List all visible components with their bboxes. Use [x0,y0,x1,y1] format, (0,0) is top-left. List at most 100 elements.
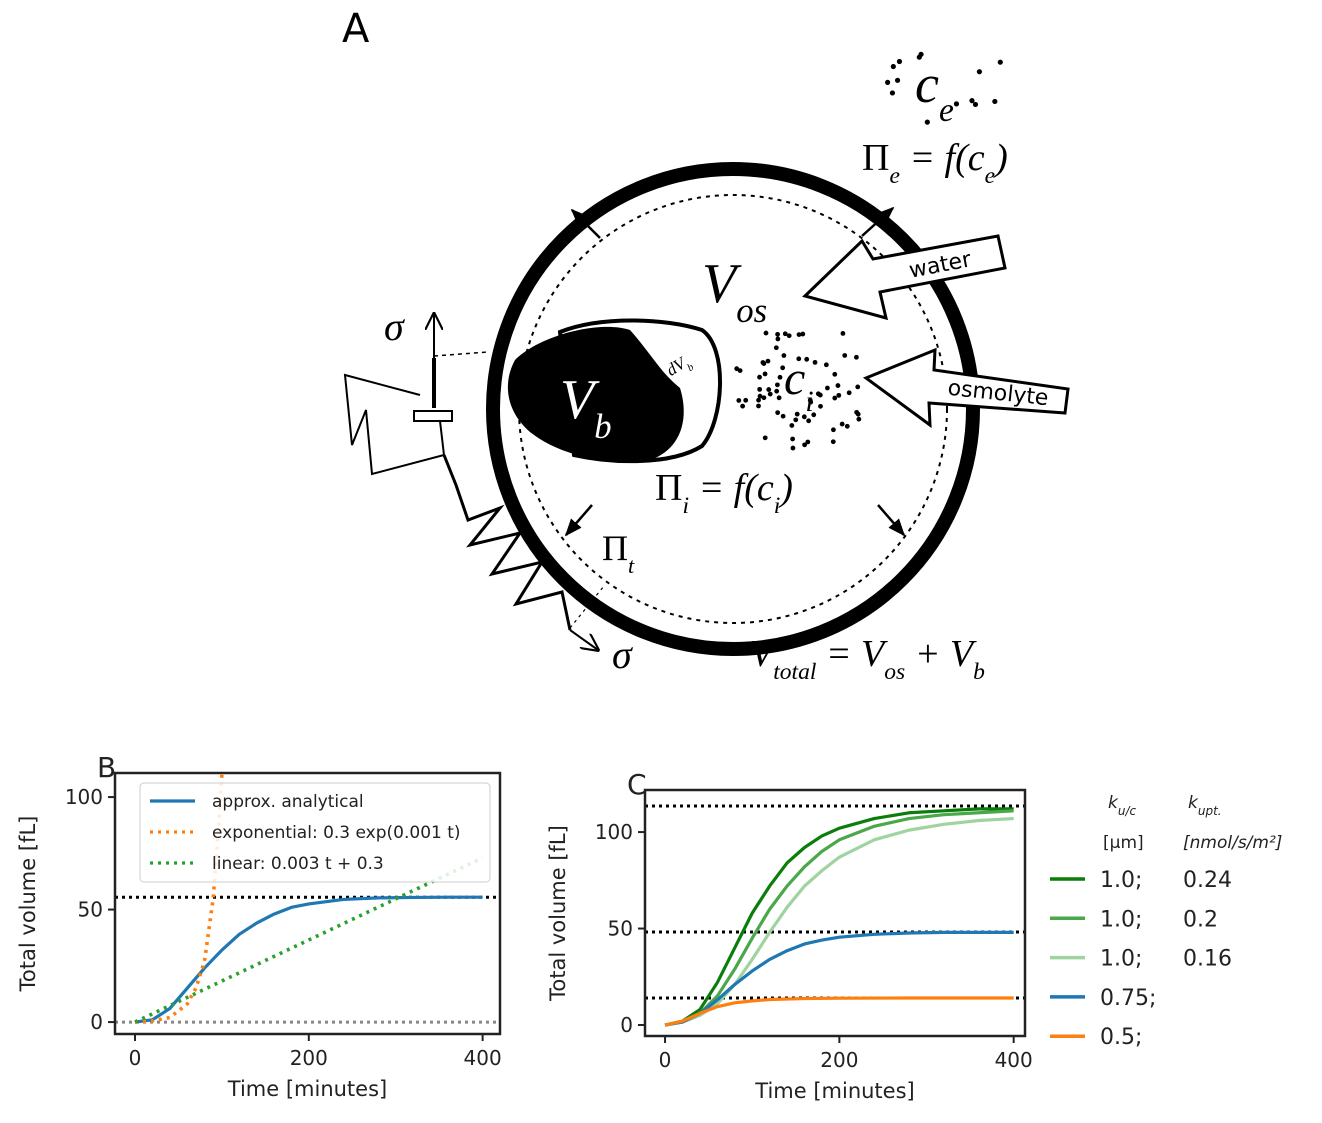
dot [775,410,781,416]
x-axis-label: Time [minutes] [227,1077,387,1101]
dot [782,331,788,337]
dot [775,336,781,342]
series-line [664,996,1014,1027]
dot [976,69,983,75]
dot [777,374,783,380]
y-tick-label: 0 [90,1010,103,1034]
dot [953,101,960,107]
dot [844,423,850,429]
series-line [664,809,1014,1027]
dot [807,397,813,403]
dot [786,333,792,339]
plot-area [115,774,500,1024]
text: Π [602,528,628,568]
legend-unit: [nmol/s/m²] [1183,833,1282,853]
dot [781,353,787,358]
dot [740,403,746,409]
legend-header: kupt. [1188,793,1222,818]
y-tick-label: 0 [620,1013,633,1037]
solute-dots [885,51,1003,125]
dot [762,371,768,377]
dot [767,391,773,397]
dot [793,417,799,423]
dot [818,403,823,409]
dot [762,435,768,441]
membrane [518,194,948,624]
y-axis-label: Total volume [fL] [16,816,40,993]
v-total-label: Vtotal = Vos + Vb [750,633,985,685]
dot [885,79,891,85]
dot [765,358,771,364]
dot [824,385,830,391]
dot [743,397,749,403]
dot [796,332,802,337]
text: k [1188,793,1199,813]
legend-label: approx. analytical [212,792,364,812]
pressure-arrows [564,206,906,537]
v-b-label: Vb [560,369,612,446]
c-e-label: ce [915,54,954,129]
dot [842,353,848,358]
dot [853,354,859,360]
diagram: A Vb dVb ce Πe = f(ce) Vos water osmolyt… [342,6,1070,685]
dot [997,59,1003,65]
dot [918,51,924,57]
dot [831,427,836,433]
axes-frame [113,771,502,1036]
text: = f(c [900,137,985,179]
dot [736,398,742,403]
pi-i-label: Πi = f(ci) [655,467,793,519]
dot [804,356,810,362]
text: os [884,659,905,685]
legend-label: 1.0; [1100,947,1142,972]
vacuole [507,326,684,462]
dot [734,366,740,372]
arrow [564,504,593,537]
text: Π [655,467,682,509]
legend-header: ku/c [1108,793,1137,818]
arrow [877,504,906,537]
text: V [702,253,742,315]
text: total [773,659,817,685]
text: b [594,407,611,446]
dot [830,439,836,445]
series-line [134,856,484,1024]
dot [836,392,842,398]
sigma-label: σ⃗ [384,304,435,349]
sigma-label: σ⃗ [612,632,663,677]
dot [846,390,852,396]
arrow [861,206,895,237]
dot [855,384,861,390]
dot [856,416,862,422]
text: ) [993,137,1008,179]
dot [800,331,806,337]
dot [972,101,979,108]
dot [817,392,823,398]
dot [756,403,761,409]
x-tick-label: 400 [464,1046,502,1070]
c-i-label: ci [784,352,814,418]
dot [854,409,860,415]
force-arrow [569,629,598,650]
tissue [343,373,446,476]
dot [832,371,838,377]
text: e [889,163,899,189]
pi-t-label: Πt [602,528,635,578]
text: = f(c [689,467,774,509]
dot [806,418,812,424]
guide [433,351,489,357]
x-tick-label: 0 [659,1048,672,1072]
dot [775,382,780,388]
dot [840,330,846,336]
text: upt. [1198,804,1222,818]
dot [894,77,901,83]
dot [969,98,975,104]
dot [835,383,841,388]
panel-label: B [97,751,116,784]
text: + V [905,633,977,675]
text: os [736,291,767,330]
axes-frame [643,788,1027,1038]
text: k [1108,793,1119,813]
dot [889,90,896,96]
y-axis-label: Total volume [fL] [546,825,570,1002]
